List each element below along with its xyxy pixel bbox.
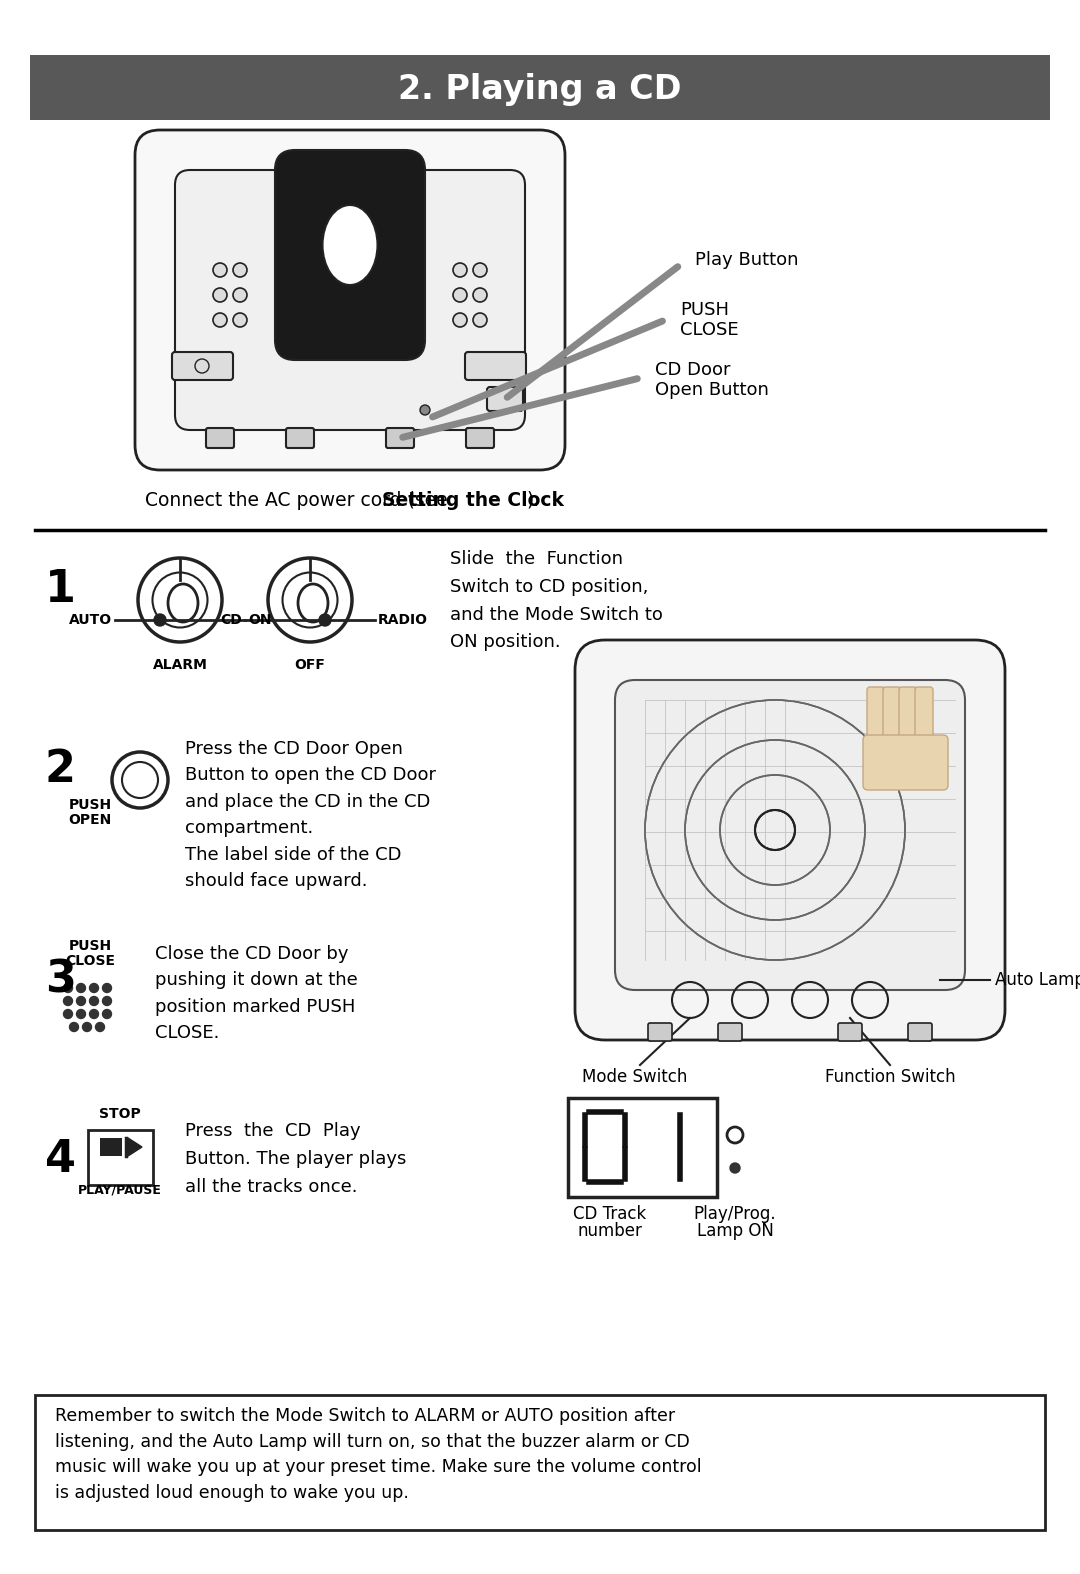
Circle shape [90, 996, 98, 1006]
Text: Play Button: Play Button [696, 250, 798, 269]
Text: Auto Lamp: Auto Lamp [995, 971, 1080, 988]
Circle shape [64, 1009, 72, 1018]
FancyBboxPatch shape [175, 170, 525, 430]
Circle shape [453, 313, 467, 327]
FancyBboxPatch shape [87, 1130, 153, 1185]
Text: CLOSE: CLOSE [65, 954, 114, 968]
Circle shape [77, 1009, 85, 1018]
Text: ).: ). [527, 491, 540, 510]
Circle shape [103, 984, 111, 993]
Circle shape [453, 288, 467, 302]
Circle shape [420, 405, 430, 416]
Bar [100, 1138, 122, 1155]
Text: 2. Playing a CD: 2. Playing a CD [399, 74, 681, 107]
Bar [30, 55, 1050, 120]
FancyBboxPatch shape [487, 387, 523, 411]
Circle shape [95, 1023, 105, 1031]
Ellipse shape [323, 205, 378, 285]
Text: ALARM: ALARM [152, 658, 207, 672]
FancyBboxPatch shape [883, 686, 901, 748]
Text: Slide  the  Function
Switch to CD position,
and the Mode Switch to
ON position.: Slide the Function Switch to CD position… [450, 549, 663, 652]
FancyBboxPatch shape [899, 686, 917, 748]
Circle shape [730, 1163, 740, 1173]
Text: 1: 1 [45, 568, 76, 612]
Circle shape [213, 288, 227, 302]
Circle shape [473, 288, 487, 302]
Circle shape [319, 614, 330, 626]
FancyBboxPatch shape [915, 686, 933, 748]
Text: AUTO: AUTO [69, 612, 112, 626]
Text: CLOSE: CLOSE [680, 321, 739, 338]
Circle shape [233, 313, 247, 327]
FancyBboxPatch shape [718, 1023, 742, 1040]
Text: Remember to switch the Mode Switch to ALARM or AUTO position after
listening, an: Remember to switch the Mode Switch to AL… [55, 1407, 702, 1502]
Text: Function Switch: Function Switch [825, 1069, 956, 1086]
Text: OFF: OFF [295, 658, 325, 672]
FancyBboxPatch shape [568, 1099, 717, 1196]
Polygon shape [129, 1138, 141, 1155]
Text: Play/Prog.: Play/Prog. [693, 1206, 777, 1223]
FancyBboxPatch shape [863, 735, 948, 790]
Circle shape [233, 263, 247, 277]
FancyBboxPatch shape [286, 428, 314, 449]
FancyBboxPatch shape [206, 428, 234, 449]
Circle shape [213, 313, 227, 327]
Circle shape [154, 614, 166, 626]
Text: OPEN: OPEN [68, 814, 111, 826]
Circle shape [64, 996, 72, 1006]
Circle shape [453, 263, 467, 277]
Circle shape [82, 1023, 92, 1031]
FancyBboxPatch shape [908, 1023, 932, 1040]
Circle shape [77, 996, 85, 1006]
Text: PUSH: PUSH [68, 798, 111, 812]
Text: Press  the  CD  Play
Button. The player plays
all the tracks once.: Press the CD Play Button. The player pla… [185, 1122, 406, 1196]
Text: CD Door: CD Door [654, 360, 730, 379]
FancyBboxPatch shape [648, 1023, 672, 1040]
Circle shape [473, 313, 487, 327]
Text: CD: CD [220, 612, 242, 626]
Text: PUSH: PUSH [680, 301, 729, 320]
Text: ON: ON [248, 612, 271, 626]
Text: Open Button: Open Button [654, 381, 769, 398]
Circle shape [473, 263, 487, 277]
FancyBboxPatch shape [838, 1023, 862, 1040]
Circle shape [64, 984, 72, 993]
Text: Close the CD Door by
pushing it down at the
position marked PUSH
CLOSE.: Close the CD Door by pushing it down at … [156, 944, 357, 1042]
Text: CD Track: CD Track [573, 1206, 647, 1223]
FancyBboxPatch shape [575, 641, 1005, 1040]
Text: PUSH: PUSH [68, 940, 111, 952]
FancyBboxPatch shape [386, 428, 414, 449]
FancyBboxPatch shape [135, 131, 565, 471]
Text: Connect the AC power cord (see: Connect the AC power cord (see [145, 491, 454, 510]
Text: 4: 4 [45, 1138, 76, 1182]
Circle shape [233, 288, 247, 302]
Text: 3: 3 [45, 959, 76, 1001]
Text: PLAY/PAUSE: PLAY/PAUSE [78, 1184, 162, 1196]
Circle shape [103, 1009, 111, 1018]
Circle shape [77, 984, 85, 993]
Circle shape [90, 984, 98, 993]
Text: RADIO: RADIO [378, 612, 428, 626]
Circle shape [90, 1009, 98, 1018]
Circle shape [213, 263, 227, 277]
Text: 2: 2 [45, 749, 76, 792]
FancyBboxPatch shape [465, 353, 526, 379]
FancyBboxPatch shape [275, 150, 426, 360]
FancyBboxPatch shape [35, 1395, 1045, 1530]
FancyBboxPatch shape [172, 353, 233, 379]
Circle shape [69, 1023, 79, 1031]
Text: number: number [578, 1221, 643, 1240]
FancyBboxPatch shape [867, 686, 885, 748]
FancyBboxPatch shape [615, 680, 966, 990]
Text: Mode Switch: Mode Switch [582, 1069, 688, 1086]
FancyBboxPatch shape [465, 428, 494, 449]
Text: STOP: STOP [99, 1107, 140, 1121]
Text: Setting the Clock: Setting the Clock [382, 491, 564, 510]
Text: Press the CD Door Open
Button to open the CD Door
and place the CD in the CD
com: Press the CD Door Open Button to open th… [185, 740, 436, 889]
Text: Lamp ON: Lamp ON [697, 1221, 773, 1240]
Circle shape [103, 996, 111, 1006]
